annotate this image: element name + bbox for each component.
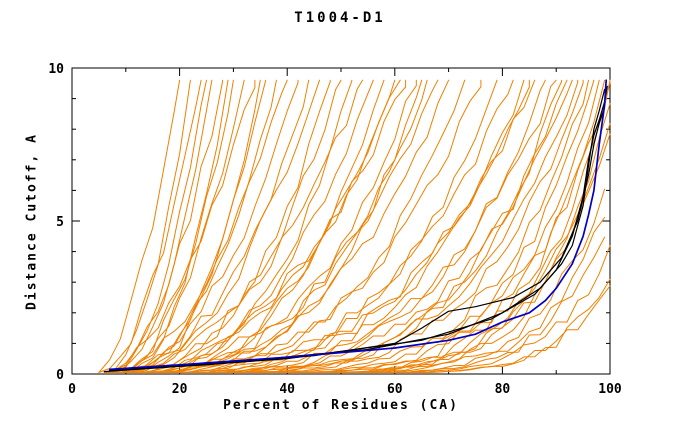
predicted-models-orange xyxy=(119,79,229,373)
predicted-models-orange xyxy=(103,79,191,373)
predicted-models-orange xyxy=(103,79,299,373)
predicted-models-orange xyxy=(114,79,245,373)
predicted-models-orange xyxy=(141,79,546,373)
predicted-models-orange xyxy=(103,79,256,373)
x-tick-label: 80 xyxy=(495,382,511,397)
predicted-models-orange xyxy=(141,79,606,373)
predicted-models-orange xyxy=(125,79,353,373)
x-axis-label: Percent of Residues (CA) xyxy=(223,398,459,413)
predicted-models-orange xyxy=(119,79,374,373)
best-model-blue xyxy=(108,79,608,371)
predicted-models-orange xyxy=(130,79,396,373)
predicted-models-orange xyxy=(125,79,579,373)
x-tick-label: 60 xyxy=(387,382,403,397)
chart-title: T1004-D1 xyxy=(294,10,386,26)
predicted-models-orange xyxy=(109,79,310,373)
x-tick-label: 40 xyxy=(279,382,295,397)
reference-model-3-black xyxy=(103,85,608,373)
x-tick-label: 0 xyxy=(68,382,76,397)
predicted-models-orange xyxy=(152,79,530,373)
predicted-models-orange xyxy=(114,79,267,373)
predicted-models-orange xyxy=(125,79,423,373)
predicted-models-orange xyxy=(130,79,498,373)
y-tick-label: 0 xyxy=(56,368,64,383)
y-tick-label: 10 xyxy=(48,62,64,77)
predicted-models-orange xyxy=(136,103,611,373)
predicted-models-orange xyxy=(98,79,202,373)
predicted-models-orange xyxy=(114,79,207,373)
y-tick-label: 5 xyxy=(56,215,64,230)
predicted-models-orange xyxy=(98,79,181,373)
x-tick-label: 100 xyxy=(598,382,622,397)
predicted-models-orange xyxy=(136,79,573,373)
predicted-models-orange xyxy=(114,79,320,373)
predicted-models-orange xyxy=(146,79,568,373)
predicted-models-orange xyxy=(103,79,224,373)
x-tick-label: 20 xyxy=(172,382,188,397)
predicted-models-orange xyxy=(109,79,288,373)
predicted-models-orange xyxy=(114,79,331,373)
predicted-models-orange xyxy=(146,123,611,373)
predicted-models-orange xyxy=(119,79,584,373)
